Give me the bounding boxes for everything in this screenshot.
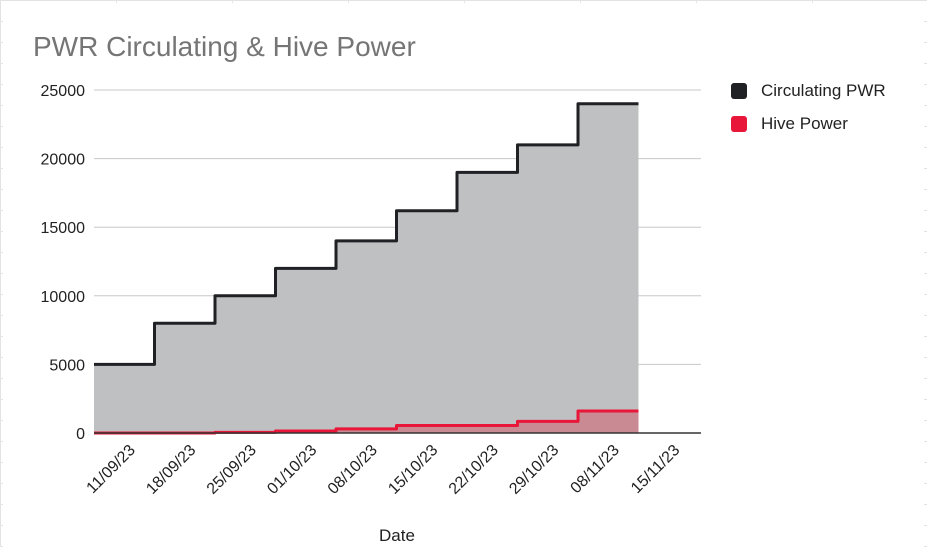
- chart-legend: Circulating PWR Hive Power: [731, 81, 886, 147]
- legend-swatch-circulating-pwr: [731, 83, 747, 99]
- x-tick-label: 29/10/23: [506, 442, 562, 498]
- chart-plot: 0 5000 10000 15000 20000 25000 11/09/23 18/09/2…: [41, 83, 701, 545]
- x-tick-label: 01/10/23: [264, 442, 320, 498]
- x-tick-label: 15/11/23: [628, 442, 683, 497]
- y-tick-label: 5000: [49, 357, 85, 374]
- x-tick-label: 18/09/23: [143, 442, 199, 498]
- legend-label-circulating-pwr: Circulating PWR: [761, 81, 886, 100]
- x-tick-label: 08/10/23: [325, 442, 381, 498]
- x-tick-label: 11/09/23: [84, 442, 139, 497]
- legend-swatch-hive-power: [731, 116, 747, 132]
- legend-label-hive-power: Hive Power: [761, 114, 848, 133]
- chart-card[interactable]: PWR Circulating & Hive Power 0 5000 10000 1…: [3, 3, 924, 547]
- series-area-1: [94, 411, 639, 433]
- x-axis-title: Date: [379, 526, 415, 545]
- series-line-0: [94, 102, 639, 366]
- y-tick-label: 15000: [41, 220, 86, 237]
- legend-item-circulating-pwr[interactable]: Circulating PWR: [731, 81, 886, 101]
- y-tick-label: 25000: [41, 83, 86, 100]
- series-area-0: [94, 103, 639, 433]
- chart-title: PWR Circulating & Hive Power: [33, 31, 416, 62]
- x-tick-label: 08/11/23: [568, 442, 623, 497]
- y-tick-label: 0: [76, 426, 85, 443]
- y-tick-label: 20000: [41, 152, 86, 169]
- x-tick-label: 22/10/23: [446, 442, 502, 498]
- legend-item-hive-power[interactable]: Hive Power: [731, 114, 886, 134]
- x-tick-label: 15/10/23: [385, 442, 441, 498]
- y-tick-label: 10000: [41, 289, 86, 306]
- x-tick-label: 25/09/23: [204, 442, 260, 498]
